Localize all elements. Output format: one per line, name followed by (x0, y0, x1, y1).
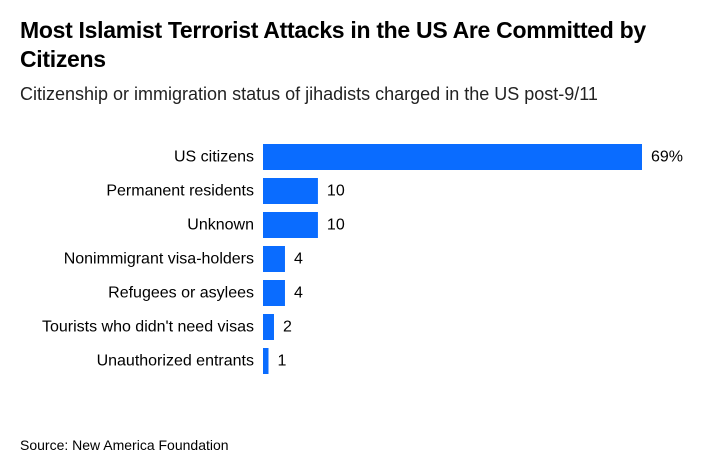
value-label: 10 (327, 183, 345, 200)
value-label: 1 (277, 353, 286, 370)
bar (263, 144, 642, 170)
bar (263, 178, 318, 204)
category-label: Unauthorized entrants (97, 353, 254, 370)
chart-subtitle: Citizenship or immigration status of jih… (20, 84, 598, 104)
bar (263, 280, 285, 306)
bar (263, 246, 285, 272)
category-label: Permanent residents (106, 183, 254, 200)
value-label: 2 (283, 319, 292, 336)
value-label: 4 (294, 285, 303, 302)
value-label: 4 (294, 251, 303, 268)
source-note: Source: New America Foundation (20, 437, 229, 453)
category-label: Tourists who didn't need visas (42, 319, 254, 336)
chart-title: Most Islamist Terrorist Attacks in the U… (20, 17, 646, 72)
category-label: US citizens (174, 149, 254, 166)
value-label: 10 (327, 217, 345, 234)
bar (263, 348, 269, 374)
value-label: 69% (651, 149, 683, 166)
category-label: Nonimmigrant visa-holders (64, 251, 254, 268)
category-label: Unknown (187, 217, 254, 234)
category-label: Refugees or asylees (108, 285, 254, 302)
bar (263, 212, 318, 238)
bar (263, 314, 274, 340)
